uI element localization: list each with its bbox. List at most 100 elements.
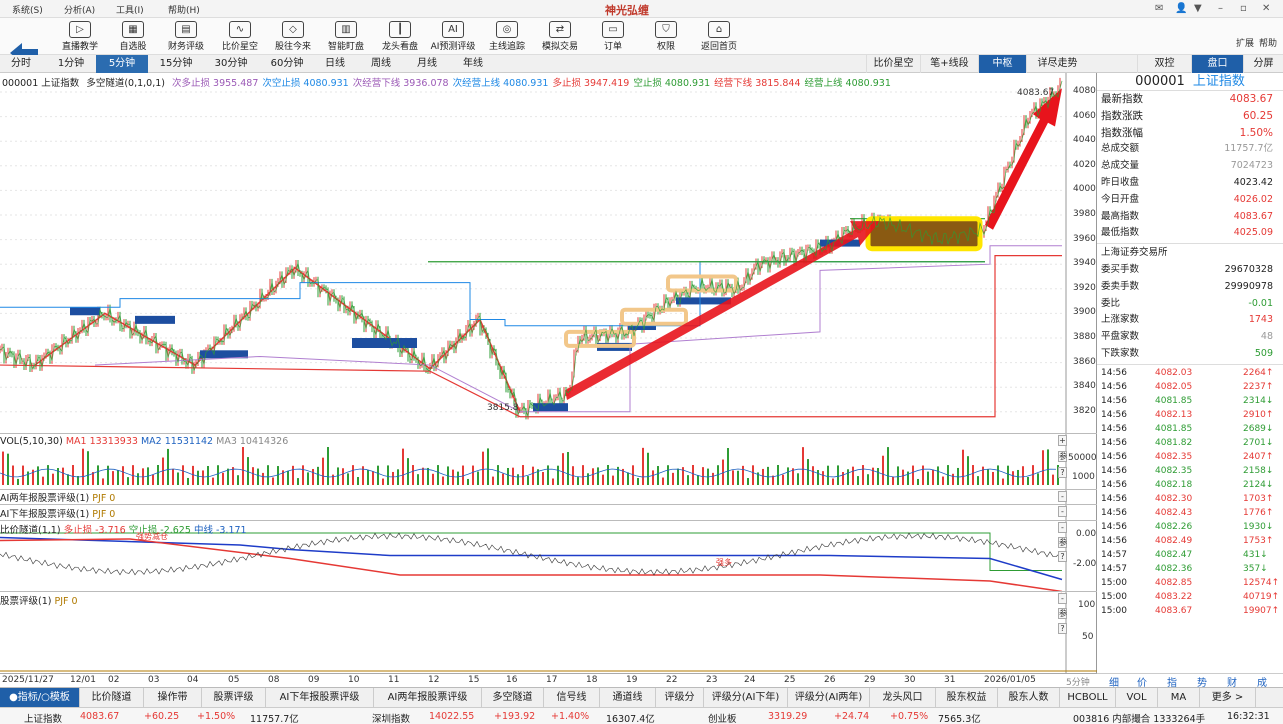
shirt-icon[interactable]: ▼	[1194, 3, 1202, 14]
quote-panel-tab[interactable]: 价	[1137, 678, 1147, 689]
indicator-tab[interactable]: ●指标/○模板	[0, 688, 80, 708]
side-help-button[interactable]: ?	[1058, 467, 1067, 478]
indicator-tab[interactable]: 股东权益	[936, 688, 998, 708]
restore-icon[interactable]: ▫	[1240, 3, 1247, 14]
close-icon[interactable]: ✕	[1262, 3, 1271, 14]
quote-panel-tab[interactable]: 财	[1227, 678, 1237, 689]
toolbar-live-teaching[interactable]: ▷ 直播教学	[52, 18, 108, 55]
side-param-button[interactable]: 参	[1058, 451, 1067, 462]
minimize-icon[interactable]: –	[1218, 3, 1223, 14]
tab-center[interactable]: 中枢	[978, 55, 1026, 73]
tab-60min[interactable]: 60分钟	[270, 58, 304, 69]
quote-row-label: 委卖手数	[1101, 280, 1140, 292]
pane-separator	[0, 489, 1097, 490]
quote-panel-tab[interactable]: 成	[1257, 678, 1267, 689]
toolbar-permission[interactable]: ⛉ 权限	[638, 18, 694, 55]
vol-bar	[167, 448, 169, 485]
indicator-tab[interactable]: HCBOLL	[1060, 688, 1116, 708]
vol-bar	[472, 465, 474, 485]
menu-tools[interactable]: 工具(I)	[116, 6, 144, 16]
vol-bar	[137, 473, 139, 485]
quote-row-value: 29990978	[1224, 280, 1273, 292]
quote-row: 昨日收盘 4023.42	[1097, 175, 1283, 192]
side-help-button[interactable]: ?	[1058, 551, 1067, 562]
quote-row: 指数涨跌 60.25	[1097, 108, 1283, 125]
tab-15min[interactable]: 15分钟	[159, 58, 193, 69]
user-icon[interactable]: 👤	[1175, 3, 1188, 14]
indicator-tab[interactable]: 股票评级	[202, 688, 266, 708]
indicator-tab[interactable]: 评级分(AI两年)	[788, 688, 870, 708]
date-label: 02	[108, 675, 120, 685]
indicator-tab[interactable]: 多空隧道	[482, 688, 544, 708]
tab-monthly[interactable]: 月线	[417, 58, 437, 69]
pane-separator	[0, 504, 1097, 505]
toolbar-orders[interactable]: ▭ 订单	[585, 18, 641, 55]
expand-button[interactable]: 扩展	[1236, 39, 1255, 49]
tab-5min[interactable]: 5分钟	[96, 55, 148, 73]
toolbar-price-star[interactable]: ∿ 比价星空	[212, 18, 268, 55]
side-help-button[interactable]: ?	[1058, 623, 1067, 634]
tab-daily[interactable]: 日线	[325, 58, 345, 69]
side-param-button[interactable]: 参	[1058, 537, 1067, 548]
indicator-tab[interactable]: 信号线	[544, 688, 600, 708]
tab-price-star[interactable]: 比价星空	[866, 55, 920, 73]
quote-panel-tab[interactable]: 势	[1197, 678, 1207, 689]
tick-list[interactable]: 14:56 4082.03 2264↑ 14:56 4082.05 2237↑ 14:56 4…	[1097, 366, 1283, 618]
vol-bar	[837, 465, 839, 485]
indicator-tab[interactable]: 评级分	[656, 688, 704, 708]
message-icon[interactable]: ✉	[1155, 3, 1164, 14]
ai-half-year-value: PJF 0	[92, 509, 116, 520]
toolbar-leader-view[interactable]: ┃ 龙头看盘	[372, 18, 428, 55]
toolbar-watchlist[interactable]: ▦ 自选股	[105, 18, 161, 55]
menu-analysis[interactable]: 分析(A)	[64, 6, 96, 16]
quote-panel-tab[interactable]: 指	[1167, 678, 1177, 689]
toolbar-home[interactable]: ⌂ 返回首页	[691, 18, 747, 55]
menu-system[interactable]: 系统(S)	[12, 6, 43, 16]
toolbar-financial-rating[interactable]: ▤ 财务评级	[158, 18, 214, 55]
indicator-tab[interactable]: 更多 >	[1200, 688, 1256, 708]
toolbar-smart-watch[interactable]: ▥ 智能盯盘	[318, 18, 374, 55]
vol-bar	[577, 477, 579, 485]
tab-yearly[interactable]: 年线	[463, 58, 483, 69]
indicator-tab[interactable]: 股东人数	[998, 688, 1060, 708]
indicator-tab[interactable]: AI两年报股票评级	[374, 688, 482, 708]
side-minus-button[interactable]: -	[1058, 506, 1067, 517]
tab-30min[interactable]: 30分钟	[214, 58, 248, 69]
tab-1min[interactable]: 1分钟	[57, 58, 85, 69]
toolbar-sim-trade[interactable]: ⇄ 模拟交易	[532, 18, 588, 55]
toolbar-history[interactable]: ◇ 股往今来	[265, 18, 321, 55]
price-axis-label: 3900	[1073, 307, 1096, 318]
tab-pen-segment[interactable]: 笔+线段	[920, 55, 978, 73]
tab-timeshare[interactable]: 分时	[11, 58, 31, 69]
quote-row-value: -0.01	[1248, 297, 1273, 309]
side-plus-button[interactable]: +	[1058, 435, 1067, 446]
tab-detail-trend[interactable]: 详尽走势	[1026, 55, 1088, 73]
indicator-tab[interactable]: AI下年报股票评级	[266, 688, 374, 708]
side-minus-button[interactable]: -	[1058, 491, 1067, 502]
indicator-tab[interactable]: 评级分(AI下年)	[704, 688, 788, 708]
vol-bar	[322, 457, 324, 485]
indicator-tab[interactable]: MA	[1158, 688, 1200, 708]
side-minus-button[interactable]: -	[1058, 593, 1067, 604]
side-param-button[interactable]: 参	[1058, 608, 1067, 619]
quote-panel-tab[interactable]: 细	[1109, 678, 1119, 689]
tab-dual-control[interactable]: 双控	[1137, 55, 1191, 73]
toolbar-mainline[interactable]: ◎ 主线追踪	[479, 18, 535, 55]
vol-bar	[597, 467, 599, 485]
side-minus-button[interactable]: -	[1058, 522, 1067, 533]
indicator-tab[interactable]: 通道线	[600, 688, 656, 708]
indicator-tab[interactable]: 比价隧道	[80, 688, 144, 708]
tab-weekly[interactable]: 周线	[371, 58, 391, 69]
tab-orderbook[interactable]: 盘口	[1191, 55, 1243, 73]
indicator-tab[interactable]: VOL	[1116, 688, 1158, 708]
chart-area[interactable]: 000001 上证指数 多空隧道(0,1,0,1) 次多止损 3955.487 次…	[0, 73, 1097, 673]
quote-row-label: 下跌家数	[1101, 347, 1140, 359]
help-button[interactable]: 帮助	[1259, 39, 1278, 49]
indicator-tab[interactable]: 龙头风口	[870, 688, 936, 708]
tab-split-screen[interactable]: 分屏	[1243, 55, 1283, 73]
toolbar-ai-predict[interactable]: AI AI预测评级	[425, 18, 481, 55]
ai-half-year-legend: AI下年报股票评级(1) PJF 0	[0, 506, 115, 520]
indicator-tab[interactable]: 操作带	[144, 688, 202, 708]
tick-volume: 2314↓	[1243, 395, 1274, 406]
menu-help[interactable]: 帮助(H)	[168, 6, 200, 16]
